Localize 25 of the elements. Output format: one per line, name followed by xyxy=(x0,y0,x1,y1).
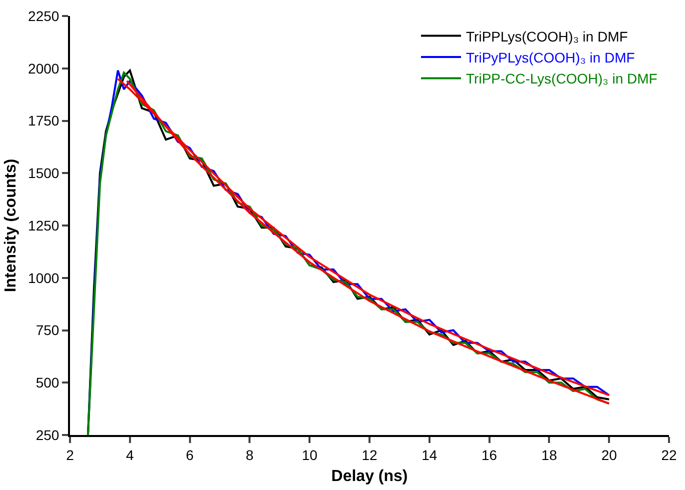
y-tick-label: 2250 xyxy=(28,8,60,24)
y-tick-label: 1250 xyxy=(28,217,60,234)
y-tick-label: 2000 xyxy=(28,60,60,76)
y-tick-label: 250 xyxy=(36,426,60,443)
x-tick-label: 16 xyxy=(482,446,498,463)
x-tick-label: 22 xyxy=(661,446,677,463)
legend-label: TriPyPLys(COOH)₃ in DMF xyxy=(466,49,635,66)
y-tick-label: 1000 xyxy=(28,270,60,286)
x-tick-label: 20 xyxy=(601,446,618,463)
y-tick-label: 1750 xyxy=(28,112,60,129)
x-tick-label: 10 xyxy=(302,446,318,463)
legend-label: TriPPLys(COOH)₃ in DMF xyxy=(466,28,628,44)
x-tick-label: 4 xyxy=(126,446,134,463)
x-axis-title: Delay (ns) xyxy=(331,468,408,485)
y-tick-label: 500 xyxy=(36,374,60,391)
y-tick-label: 750 xyxy=(36,322,60,338)
y-axis-title: Intensity (counts) xyxy=(2,158,20,292)
x-tick-label: 14 xyxy=(422,446,438,463)
y-tick-label: 1500 xyxy=(28,165,60,182)
x-tick-label: 6 xyxy=(186,446,194,463)
x-tick-label: 2 xyxy=(66,446,74,463)
x-tick-label: 12 xyxy=(362,446,378,463)
legend-label: TriPP-CC-Lys(COOH)₃ in DMF xyxy=(466,70,658,87)
x-tick-label: 18 xyxy=(541,446,558,463)
x-tick-label: 8 xyxy=(246,446,254,463)
